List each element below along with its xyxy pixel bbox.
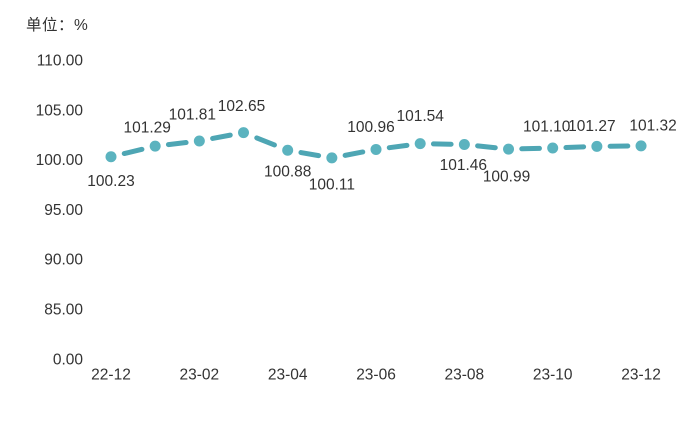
- data-point-label: 101.27: [568, 118, 615, 135]
- unit-label: 单位：%: [26, 17, 89, 34]
- line-dash-segment: [254, 135, 277, 148]
- data-point-dot: [282, 144, 294, 156]
- data-point-label: 101.32: [629, 117, 676, 134]
- data-point-dot: [238, 127, 250, 139]
- data-point-dot: [149, 140, 161, 152]
- data-point-dot: [635, 140, 647, 152]
- x-tick-label: 23-08: [445, 367, 485, 384]
- x-tick-label: 23-04: [268, 367, 308, 384]
- data-point-label: 102.65: [218, 98, 265, 115]
- data-point-label: 100.23: [87, 173, 134, 190]
- x-tick-label: 22-12: [91, 367, 131, 384]
- data-point-dot: [547, 142, 559, 154]
- x-tick-label: 23-06: [356, 367, 396, 384]
- line-dash-segment: [342, 149, 366, 158]
- data-point-label: 101.54: [396, 108, 444, 125]
- line-dash-segment: [386, 142, 410, 151]
- data-point-label: 101.29: [123, 120, 170, 137]
- data-point-dot: [414, 138, 426, 150]
- data-point-label: 101.46: [440, 157, 487, 174]
- y-tick-label: 105.00: [36, 102, 84, 119]
- x-tick-label: 23-12: [621, 367, 661, 384]
- x-tick-label: 23-02: [180, 367, 220, 384]
- line-dash-segment: [563, 144, 587, 151]
- line-dash-segment: [121, 146, 145, 157]
- data-point-label: 100.88: [264, 164, 311, 181]
- data-point-dot: [105, 151, 117, 163]
- y-tick-label: 90.00: [44, 252, 83, 269]
- data-point-label: 100.11: [309, 176, 355, 193]
- data-point-label: 100.96: [347, 119, 394, 136]
- data-point-dot: [370, 143, 382, 155]
- data-point-label: 101.81: [169, 106, 216, 123]
- data-point-dot: [326, 152, 338, 164]
- y-tick-label: 95.00: [44, 202, 83, 219]
- line-dash-segment: [475, 143, 498, 151]
- data-point-dot: [503, 143, 515, 155]
- y-tick-label: 100.00: [36, 152, 84, 169]
- line-dash-segment: [298, 150, 322, 159]
- data-point-label: 101.10: [523, 119, 571, 136]
- data-point-dot: [193, 135, 205, 147]
- x-tick-label: 23-10: [533, 367, 573, 384]
- y-tick-label: 85.00: [44, 302, 83, 319]
- data-point-dot: [458, 138, 470, 150]
- data-point-label: 100.99: [483, 169, 530, 186]
- line-dash-segment: [165, 140, 189, 148]
- line-dash-segment: [210, 132, 233, 141]
- y-tick-label: 110.00: [37, 53, 84, 70]
- data-point-dot: [591, 140, 603, 152]
- y-tick-label: 0.00: [53, 351, 84, 368]
